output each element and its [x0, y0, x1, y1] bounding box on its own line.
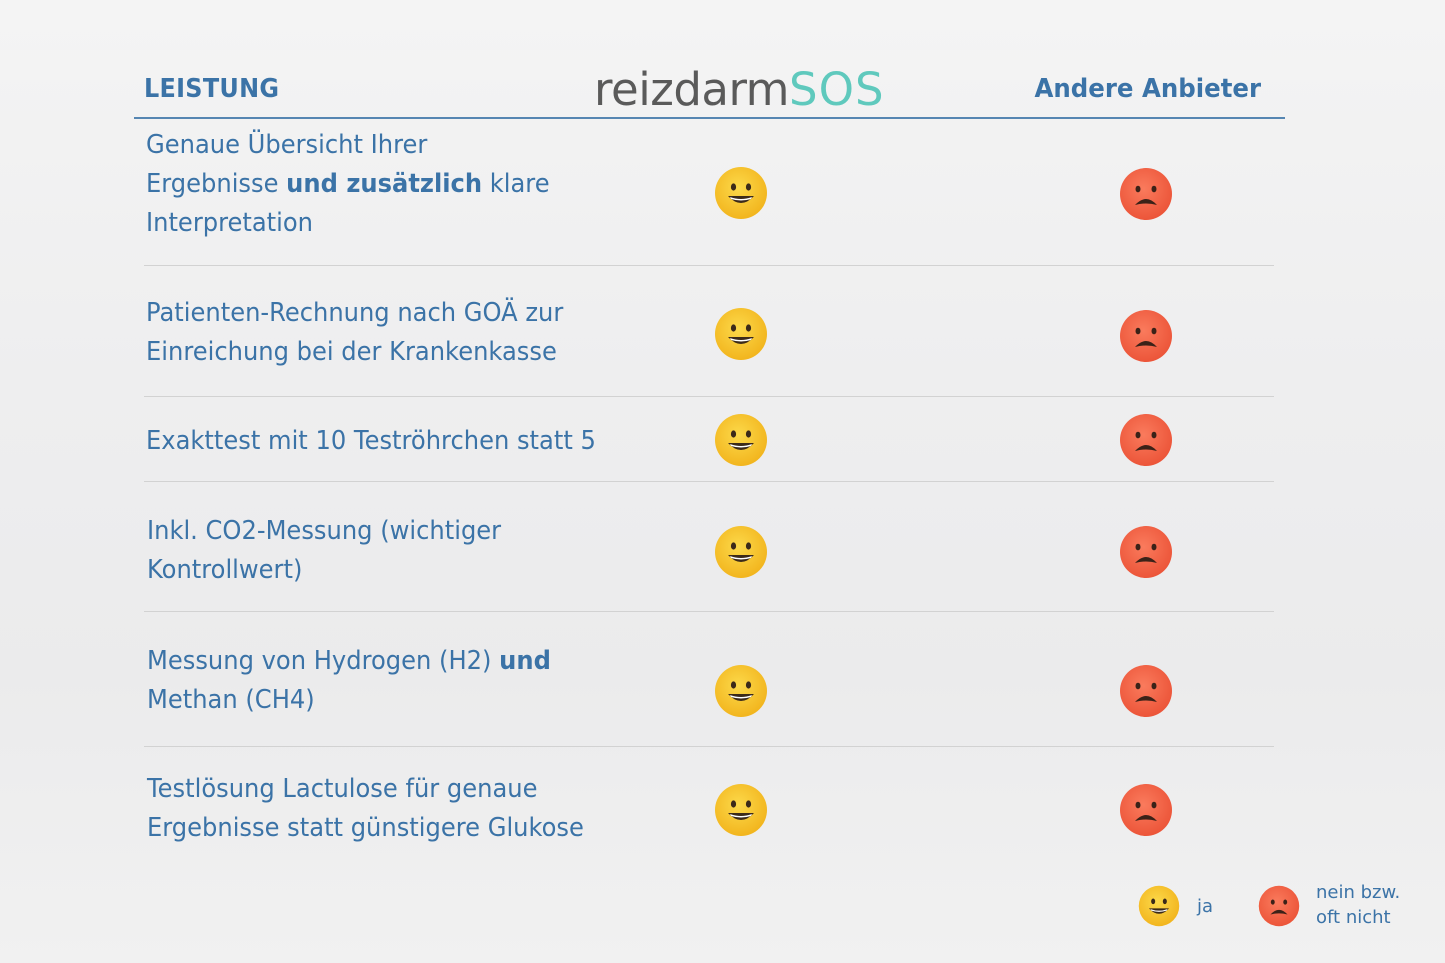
grinning-face-icon: [714, 525, 768, 579]
row-divider: [144, 746, 1274, 747]
row-text: Exakttest mit 10 Teströhrchen statt 5: [146, 426, 596, 456]
grinning-face-icon: [714, 166, 768, 220]
row-text: Messung von Hydrogen (H2) und Methan (CH…: [147, 646, 551, 715]
reizdarmsos-logo: reizdarmSOS: [594, 62, 885, 118]
grinning-face-icon: [714, 307, 768, 361]
header-rule: [134, 117, 1285, 119]
frowning-face-icon: [1119, 413, 1173, 467]
row-text: Genaue Übersicht Ihrer Ergebnisse und zu…: [146, 130, 550, 238]
logo-main-text: reizdarm: [594, 63, 790, 116]
row-divider: [144, 611, 1274, 612]
legend-no-label: nein bzw. oft nicht: [1316, 882, 1401, 928]
grinning-face-icon: [714, 664, 768, 718]
header-leistung: LEISTUNG: [144, 74, 280, 104]
row-text: Patienten-Rechnung nach GOÄ zur Einreich…: [146, 298, 564, 367]
frowning-face-icon: [1119, 309, 1173, 363]
row-divider: [144, 396, 1274, 397]
legend-frowning-face-icon: [1258, 885, 1300, 927]
frowning-face-icon: [1119, 664, 1173, 718]
row-text: Inkl. CO2-Messung (wichtiger Kontrollwer…: [147, 516, 502, 585]
frowning-face-icon: [1119, 525, 1173, 579]
header-andere-anbieter: Andere Anbieter: [1034, 74, 1261, 104]
grinning-face-icon: [714, 783, 768, 837]
legend-yes-label: ja: [1197, 896, 1214, 917]
frowning-face-icon: [1119, 167, 1173, 221]
row-divider: [144, 481, 1274, 482]
logo-accent-text: SOS: [789, 63, 885, 116]
frowning-face-icon: [1119, 783, 1173, 837]
grinning-face-icon: [714, 413, 768, 467]
legend-grinning-face-icon: [1138, 885, 1180, 927]
row-divider: [144, 265, 1274, 266]
row-text: Testlösung Lactulose für genaue Ergebnis…: [147, 774, 584, 843]
